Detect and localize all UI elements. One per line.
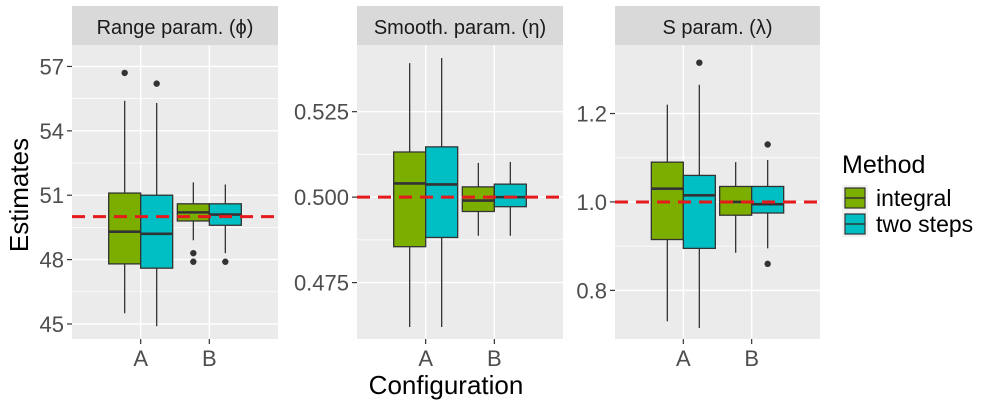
facet-panel-3: S param. (λ) 0.8 1.0 1.2 A B (576, 6, 820, 371)
x-tick-label: A (418, 346, 433, 371)
facet-panel-2: Smooth. param. (η) 0.475 0.500 0.525 A B (294, 6, 563, 371)
box-iqr (493, 183, 527, 208)
x-tick-label: B (487, 346, 502, 371)
boxplot-two-steps-B (751, 141, 785, 268)
y-tick-label: 54 (40, 119, 64, 144)
facet-title: Range param. (ϕ) (97, 17, 254, 39)
x-axis-label: Configuration (369, 370, 524, 400)
panel-background (72, 45, 278, 339)
legend-label-two-steps: two steps (876, 211, 973, 237)
y-tick-label: 45 (40, 312, 64, 337)
box-iqr (108, 192, 142, 265)
legend-label-integral: integral (876, 185, 951, 211)
y-tick-label: 48 (40, 248, 64, 273)
facet-title: Smooth. param. (η) (374, 17, 546, 39)
panel-background (615, 45, 820, 339)
box-iqr (425, 146, 459, 239)
boxplot-two-steps-A (425, 57, 459, 328)
outlier-point (190, 258, 197, 265)
x-tick-label: A (133, 346, 148, 371)
box-iqr (751, 185, 785, 214)
boxplot-integral-A (108, 69, 142, 314)
boxplot-two-steps-A (682, 59, 716, 328)
facet-panel-1: Range param. (ϕ) 45 48 51 54 57 A B (40, 6, 278, 371)
outlier-point (764, 141, 771, 148)
y-tick-label: 57 (40, 54, 64, 79)
boxplot-two-steps-B (208, 184, 242, 265)
facet-strip (72, 6, 278, 45)
outlier-point (696, 59, 703, 66)
y-tick-label: 51 (40, 183, 64, 208)
legend-title: Method (842, 151, 925, 179)
outlier-point (764, 260, 771, 268)
boxplot-two-steps-B (493, 161, 527, 236)
boxplot-two-steps-A (140, 80, 174, 327)
legend: Method integral two steps (842, 151, 973, 237)
y-tick-label: 1.0 (576, 190, 607, 215)
series-two-steps (425, 57, 527, 328)
box-iqr (140, 194, 174, 269)
facet-title: S param. (λ) (662, 17, 772, 39)
x-tick-label: B (744, 346, 759, 371)
outlier-point (190, 249, 197, 257)
outlier-point (153, 80, 160, 87)
panel-background (357, 45, 563, 339)
y-axis-label: Estimates (4, 138, 34, 252)
box-iqr (393, 151, 427, 248)
y-tick-label: 0.8 (576, 278, 607, 303)
x-tick-label: A (676, 346, 691, 371)
x-tick-label: B (202, 346, 217, 371)
box-iqr (461, 186, 495, 213)
outlier-point (121, 69, 128, 77)
series-two-steps (140, 80, 242, 327)
outlier-point (222, 258, 229, 265)
y-tick-label: 0.500 (294, 185, 349, 210)
y-tick-label: 1.2 (576, 102, 607, 127)
y-tick-label: 0.525 (294, 100, 349, 125)
facet-strip (357, 6, 563, 45)
facet-strip (615, 6, 820, 45)
series-two-steps (682, 59, 785, 328)
y-tick-label: 0.475 (294, 271, 349, 296)
box-iqr (682, 174, 716, 250)
